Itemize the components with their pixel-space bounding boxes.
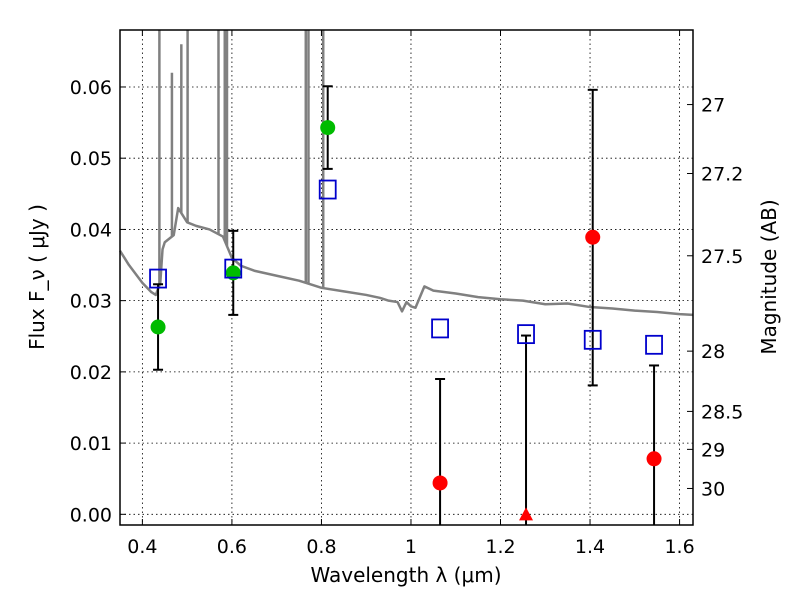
y2-tick-label: 27.2 <box>701 164 743 186</box>
y2-tick-label: 28 <box>701 341 725 363</box>
y2-tick-label: 27.5 <box>701 246 743 268</box>
y2-tick-label: 28.5 <box>701 401 743 423</box>
y-tick-label: 0.06 <box>70 77 112 99</box>
x-axis-ticks: 0.4 0.6 0.8 1 1.2 1.4 1.6 <box>127 30 695 558</box>
model-sed <box>118 30 694 317</box>
y2-axis-label: Magnitude (AB) <box>757 199 781 354</box>
y2-tick-label: 27 <box>701 95 725 117</box>
upper-limit-point <box>519 507 534 521</box>
x-tick-label: 0.6 <box>217 536 247 558</box>
model-box-point <box>318 179 337 200</box>
data-point <box>320 120 336 136</box>
y-axis-ticks: 0.00 0.01 0.02 0.03 0.04 0.05 0.06 <box>70 77 126 526</box>
y-tick-label: 0.00 <box>70 504 112 526</box>
data-point <box>150 319 166 335</box>
data-point <box>432 475 448 491</box>
model-box-point <box>431 318 449 339</box>
y-tick-label: 0.02 <box>70 362 112 384</box>
model-box-point <box>224 258 243 279</box>
y-axis-label: Flux F_ν ( μJy ) <box>25 204 49 350</box>
x-tick-label: 1.4 <box>575 536 605 558</box>
data-point <box>585 229 601 245</box>
grid-lines <box>120 30 693 525</box>
model-box-point <box>645 334 663 355</box>
x-tick-label: 1.2 <box>485 536 515 558</box>
data-marks <box>149 85 663 525</box>
sed-continuum <box>118 206 694 317</box>
x-tick-label: 0.8 <box>306 536 336 558</box>
model-box-point <box>149 268 167 289</box>
y2-axis-ticks: 27 27.2 27.5 28 28.5 29 30 <box>687 95 743 500</box>
y-tick-label: 0.04 <box>70 219 112 241</box>
data-point <box>225 265 241 281</box>
plot-frame <box>119 29 694 526</box>
y-tick-label: 0.03 <box>70 291 112 313</box>
x-axis-label: Wavelength λ (μm) <box>310 563 501 587</box>
data-point <box>646 451 662 467</box>
model-box-point <box>583 329 602 350</box>
x-tick-label: 1 <box>405 536 417 558</box>
x-tick-label: 1.6 <box>664 536 694 558</box>
y2-tick-label: 30 <box>701 478 725 500</box>
y-tick-label: 0.05 <box>70 148 112 170</box>
y2-tick-label: 29 <box>701 439 725 461</box>
x-tick-label: 0.4 <box>127 536 157 558</box>
model-box-point <box>517 324 535 345</box>
y-tick-label: 0.01 <box>70 433 112 455</box>
